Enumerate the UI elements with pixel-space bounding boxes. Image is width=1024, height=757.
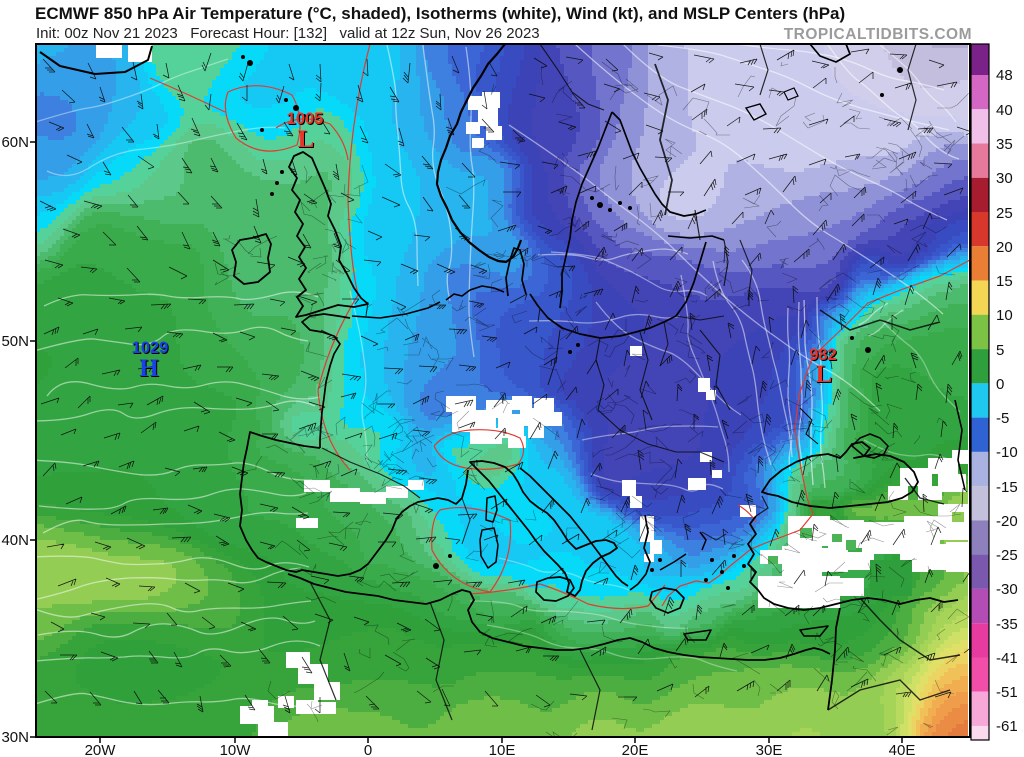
svg-text:10: 10 <box>996 307 1013 324</box>
svg-text:20E: 20E <box>622 742 649 757</box>
svg-text:20: 20 <box>996 239 1013 256</box>
svg-text:-5: -5 <box>996 410 1009 427</box>
svg-text:10E: 10E <box>489 742 516 757</box>
svg-text:-10: -10 <box>996 444 1018 461</box>
svg-text:30E: 30E <box>756 742 783 757</box>
svg-text:1029: 1029 <box>132 339 169 357</box>
svg-text:L: L <box>816 361 833 388</box>
svg-text:-30: -30 <box>996 581 1018 598</box>
svg-text:982: 982 <box>809 346 837 364</box>
svg-text:L: L <box>299 127 316 154</box>
svg-text:ECMWF 850 hPa Air Temperature: ECMWF 850 hPa Air Temperature (°C, shade… <box>35 4 845 23</box>
svg-text:1029: 1029 <box>133 340 170 358</box>
svg-text:40: 40 <box>996 102 1013 119</box>
svg-text:-41: -41 <box>996 650 1018 667</box>
svg-text:982: 982 <box>810 347 838 365</box>
svg-text:40N: 40N <box>1 532 29 549</box>
svg-text:Init: 00z Nov 21 2023 Foreca: Init: 00z Nov 21 2023 Forecast Hour: [13… <box>36 25 540 42</box>
svg-text:20W: 20W <box>85 742 117 757</box>
svg-text:48: 48 <box>996 67 1013 84</box>
svg-text:30: 30 <box>996 170 1013 187</box>
svg-text:30N: 30N <box>1 729 29 746</box>
svg-text:L: L <box>817 362 834 389</box>
svg-text:15: 15 <box>996 273 1013 290</box>
svg-text:-51: -51 <box>996 684 1018 701</box>
svg-text:60N: 60N <box>1 134 29 151</box>
svg-text:H: H <box>140 356 160 383</box>
svg-text:TROPICALTIDBITS.COM: TROPICALTIDBITS.COM <box>784 26 972 43</box>
svg-text:5: 5 <box>996 342 1004 359</box>
svg-text:-20: -20 <box>996 513 1018 530</box>
svg-text:40E: 40E <box>889 742 916 757</box>
svg-text:-25: -25 <box>996 547 1018 564</box>
svg-text:25: 25 <box>996 205 1013 222</box>
svg-text:10W: 10W <box>220 742 252 757</box>
svg-text:0: 0 <box>996 376 1004 393</box>
svg-text:50N: 50N <box>1 333 29 350</box>
svg-text:1005: 1005 <box>287 110 324 128</box>
svg-text:1005: 1005 <box>288 111 325 129</box>
svg-text:35: 35 <box>996 136 1013 153</box>
svg-text:H: H <box>139 355 159 382</box>
svg-text:-35: -35 <box>996 616 1018 633</box>
svg-text:-61: -61 <box>996 718 1018 735</box>
svg-text:0: 0 <box>364 742 372 757</box>
svg-text:-15: -15 <box>996 479 1018 496</box>
svg-text:L: L <box>298 126 315 153</box>
